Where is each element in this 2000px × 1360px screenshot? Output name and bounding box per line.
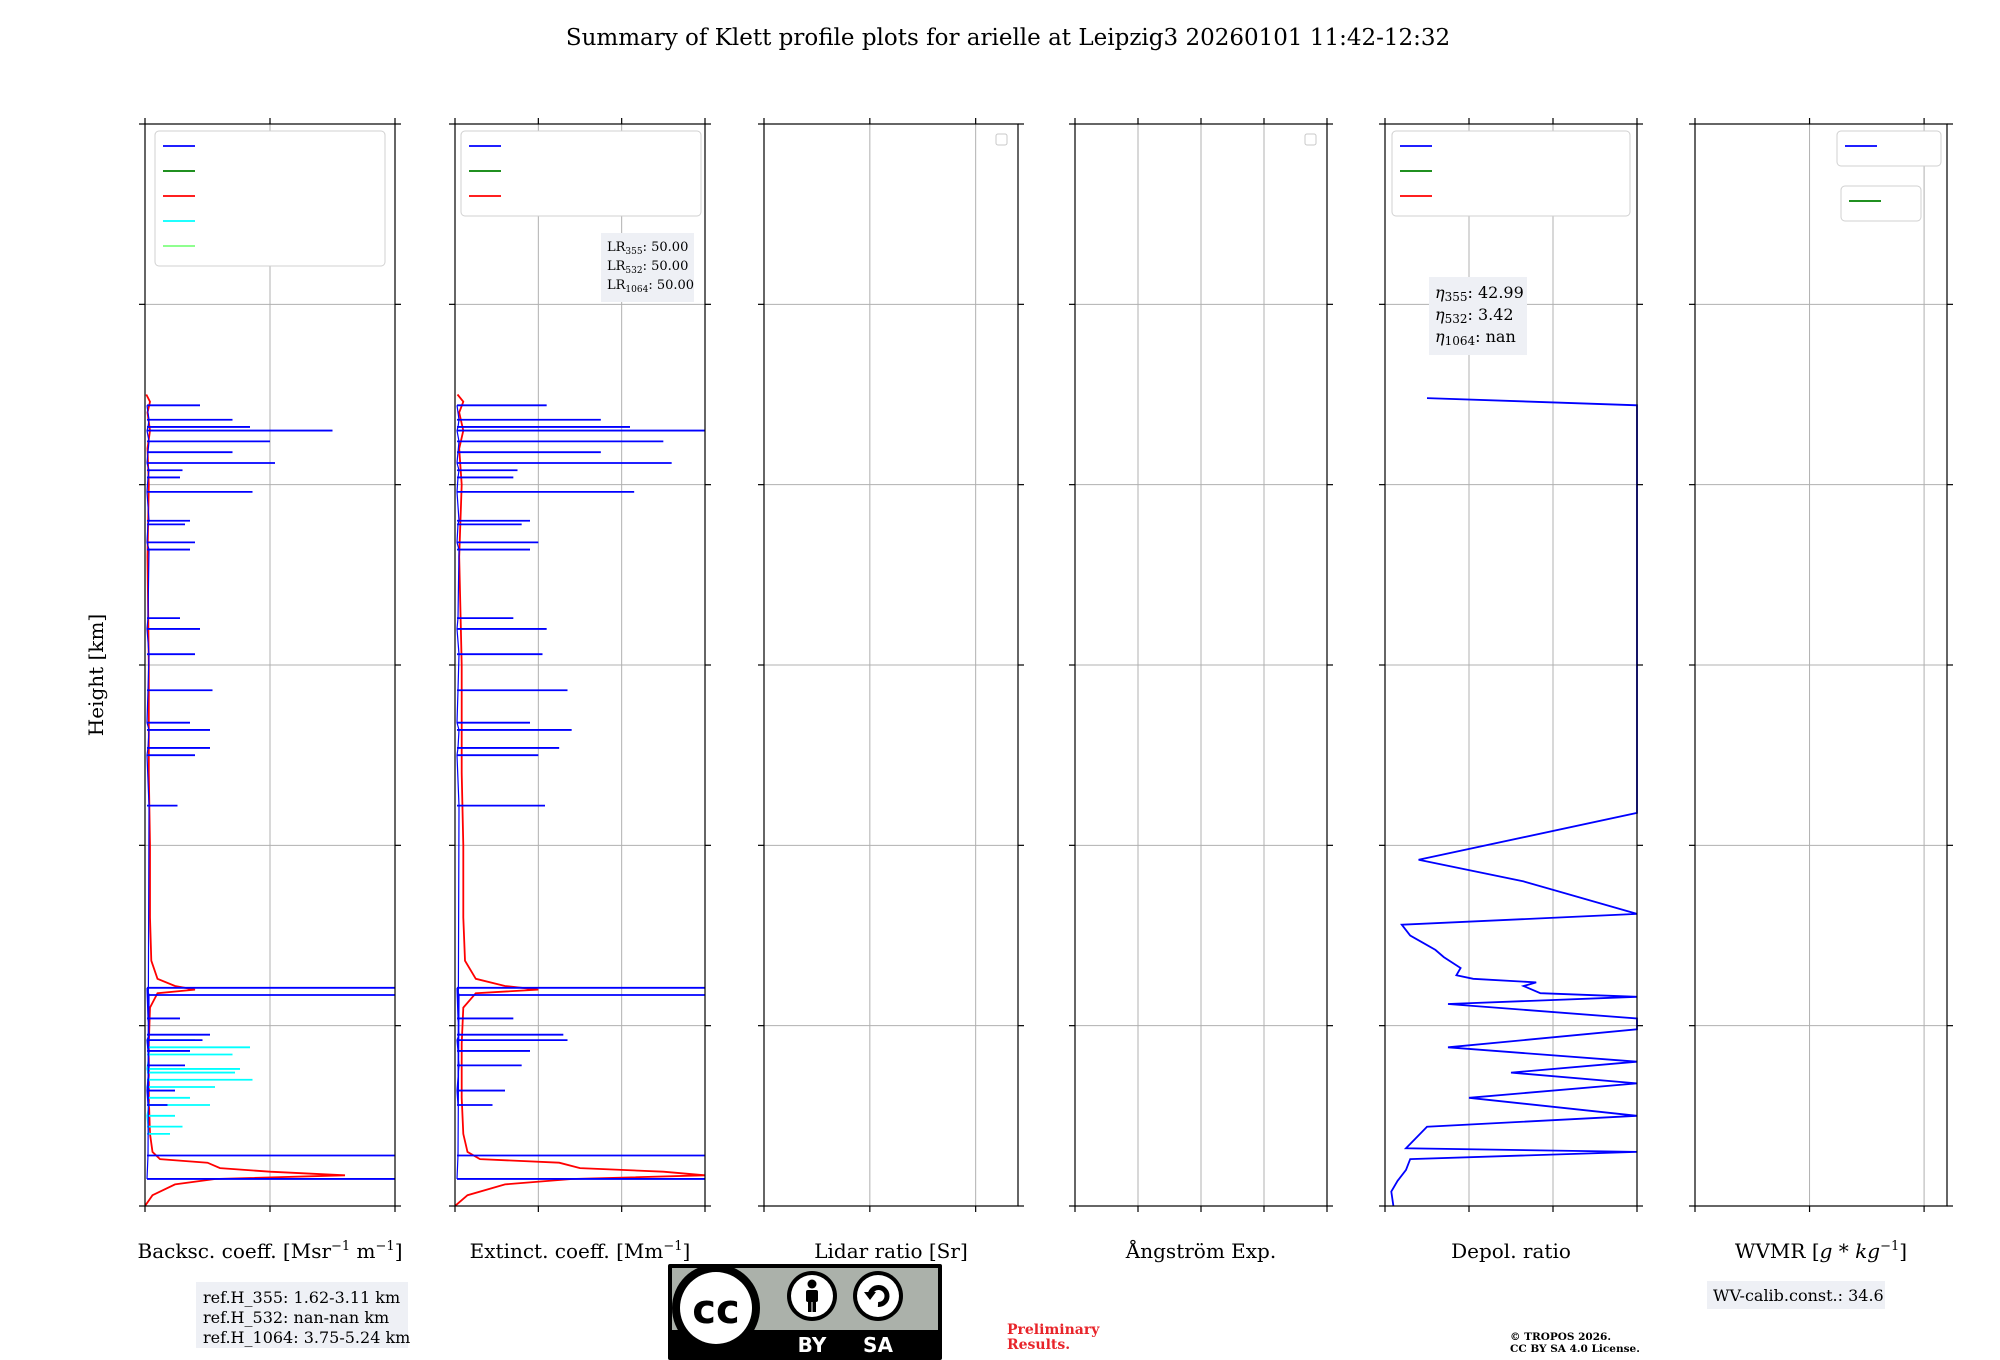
series-baseline <box>146 405 150 1180</box>
series-group <box>1390 397 1638 1206</box>
legend-frame <box>1836 130 1942 167</box>
annotation-line: LR1064: 50.00 <box>607 278 694 295</box>
legend-frame <box>1840 185 1922 222</box>
annotation-line: η532: 3.42 <box>1435 305 1514 326</box>
panel-3: Lidar ratio [Sr] <box>758 118 1024 1263</box>
empty-legend-box <box>995 133 1008 146</box>
copyright-line2: CC BY SA 4.0 License. <box>1510 1343 1640 1355</box>
wv-calib-box: WV-calib.const.: 34.6 <box>1707 1281 1885 1309</box>
chart-title: Summary of Klett profile plots for ariel… <box>566 25 1450 51</box>
wv-calib-const: WV-calib.const.: 34.6 <box>1713 1286 1884 1305</box>
legend-frame <box>460 130 702 217</box>
legend <box>1836 130 1942 167</box>
legend-frame <box>1391 130 1631 217</box>
annotation-box: LR355: 50.00 LR532: 50.00 LR1064: 50.00 <box>601 233 694 302</box>
copyright-line1: © TROPOS 2026. <box>1510 1331 1611 1343</box>
series-line <box>455 393 706 1206</box>
legend <box>1391 130 1631 217</box>
ref-h-532: ref.H_532: nan-nan km <box>203 1308 389 1327</box>
panel-6: WVMR [g * kg−1] <box>1689 118 1953 1263</box>
annotation-bg <box>1429 277 1527 355</box>
annotation-line: LR532: 50.00 <box>607 259 688 276</box>
reference-heights-box: ref.H_355: 1.62-3.11 km ref.H_532: nan-n… <box>196 1282 410 1348</box>
ref-h-1064: ref.H_1064: 3.75-5.24 km <box>203 1328 410 1347</box>
series-line <box>145 394 346 1206</box>
x-axis-label: Depol. ratio <box>1451 1239 1571 1263</box>
x-axis-label: WVMR [g * kg−1] <box>1735 1239 1907 1263</box>
series-group <box>145 394 395 1206</box>
panel-1: Backsc. coeff. [Msr−1 m−1] <box>138 118 403 1263</box>
x-axis-label: Ångström Exp. <box>1125 1238 1276 1263</box>
legend <box>1840 185 1922 222</box>
x-axis-label: Lidar ratio [Sr] <box>814 1239 968 1263</box>
sa-label: SA <box>863 1333 893 1357</box>
empty-legend-box <box>1304 133 1317 146</box>
series-line <box>1390 397 1638 1206</box>
person-icon <box>787 1271 837 1321</box>
preliminary-results-line2: Results. <box>1007 1337 1070 1353</box>
x-axis-label: Extinct. coeff. [Mm−1] <box>470 1239 691 1263</box>
series-baseline <box>456 405 460 1180</box>
annotation-line: η355: 42.99 <box>1435 283 1524 304</box>
cc-logo-text: cc <box>692 1287 739 1333</box>
ref-h-355: ref.H_355: 1.62-3.11 km <box>203 1288 400 1307</box>
annotation-bg <box>601 233 694 302</box>
by-label: BY <box>798 1333 827 1357</box>
series-group <box>455 393 706 1206</box>
share-alike-icon <box>853 1271 903 1321</box>
panel-4: Ångström Exp. <box>1069 118 1333 1263</box>
panel-2: Extinct. coeff. [Mm−1] LR355: 50.00 LR532:… <box>449 118 711 1263</box>
annotation-line: η1064: nan <box>1435 327 1516 348</box>
y-axis-label: Height [km] <box>84 614 108 736</box>
preliminary-results-line1: Preliminary <box>1007 1322 1100 1338</box>
panels: Backsc. coeff. [Msr−1 m−1] Extinct. coeff… <box>138 118 1953 1263</box>
cc-by-sa-badge: cc BY SA <box>668 1264 942 1360</box>
legend <box>154 130 386 267</box>
legend <box>460 130 702 217</box>
annotation-line: LR355: 50.00 <box>607 240 688 257</box>
x-axis-label: Backsc. coeff. [Msr−1 m−1] <box>138 1239 403 1263</box>
legend-frame <box>154 130 386 267</box>
